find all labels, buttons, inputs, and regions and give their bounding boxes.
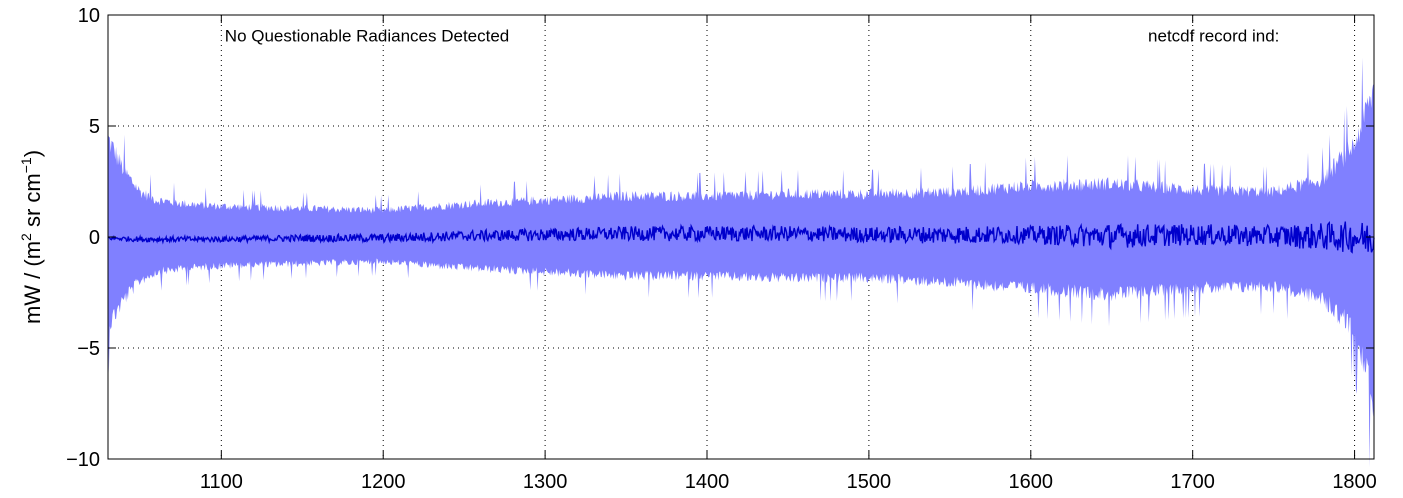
series-band — [108, 57, 1374, 468]
x-tick-label: 1500 — [847, 471, 892, 493]
plot-area — [107, 57, 1375, 468]
y-tick-label: 5 — [89, 116, 100, 138]
x-tick-label: 1600 — [1009, 471, 1054, 493]
x-tick-label: 1200 — [361, 471, 406, 493]
y-tick-labels: 10 5 0 −5 −10 — [66, 5, 100, 471]
y-tick-label: 10 — [78, 5, 100, 27]
x-tick-labels: 1100 1200 1300 1400 1500 1600 1700 1800 — [200, 471, 1377, 493]
axis-ticks — [108, 14, 1374, 460]
annotation-record-index: netcdf record ind: — [1148, 27, 1279, 46]
series-line — [107, 220, 1375, 254]
x-tick-label: 1100 — [200, 471, 243, 493]
y-axis-label: mW / (m2 sr cm−1) — [18, 150, 45, 324]
y-tick-label: −10 — [66, 449, 100, 471]
x-tick-label: 1800 — [1332, 471, 1377, 493]
x-tick-label: 1700 — [1170, 471, 1215, 493]
y-axis-label-sup2: −1 — [18, 157, 34, 173]
x-tick-label: 1400 — [685, 471, 730, 493]
annotations: No Questionable Radiances Detected netcd… — [225, 27, 1280, 46]
y-axis-label-sup1: 2 — [18, 233, 34, 241]
annotation-status: No Questionable Radiances Detected — [225, 27, 509, 46]
x-tick-label: 1300 — [523, 471, 568, 493]
y-tick-label: 0 — [89, 227, 100, 249]
y-tick-label: −5 — [77, 338, 100, 360]
